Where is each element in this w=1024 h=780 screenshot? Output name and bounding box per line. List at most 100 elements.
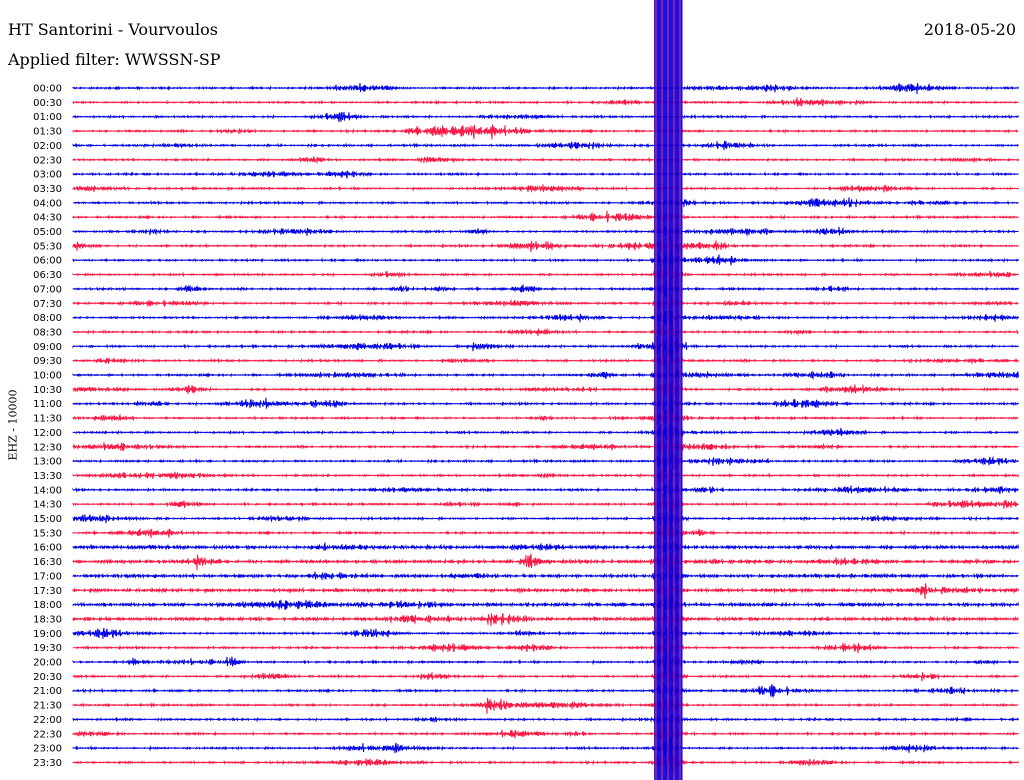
row-label-group: 00:00 00:30 01:00 01:30 02:00 02:30 03:00 03:30… bbox=[33, 84, 62, 769]
trace-row bbox=[72, 97, 1019, 108]
row-label: 17:00 bbox=[33, 571, 62, 582]
row-label: 00:30 bbox=[33, 98, 62, 109]
row-label: 01:00 bbox=[33, 112, 62, 123]
trace-row bbox=[72, 493, 1019, 513]
date-label: 2018-05-20 bbox=[923, 20, 1016, 39]
trace-row bbox=[72, 409, 1019, 429]
row-label: 13:00 bbox=[33, 457, 62, 468]
trace-row bbox=[72, 591, 1019, 621]
trace-row bbox=[72, 434, 1019, 457]
row-label: 14:30 bbox=[33, 500, 62, 511]
trace-row bbox=[72, 506, 1019, 534]
row-label: 08:00 bbox=[33, 313, 62, 324]
trace-row bbox=[72, 210, 1019, 223]
trace-row bbox=[72, 323, 1019, 342]
row-label: 09:30 bbox=[33, 356, 62, 367]
row-label: 03:00 bbox=[33, 170, 62, 181]
row-label: 23:30 bbox=[33, 758, 62, 769]
row-label: 12:00 bbox=[33, 428, 62, 439]
trace-row bbox=[72, 111, 1019, 123]
row-label: 02:00 bbox=[33, 141, 62, 152]
row-label: 13:30 bbox=[33, 471, 62, 482]
trace-row bbox=[72, 735, 1019, 764]
row-label: 15:30 bbox=[33, 528, 62, 539]
trace-row bbox=[72, 681, 1019, 703]
row-label: 02:30 bbox=[33, 155, 62, 166]
trace-row bbox=[72, 708, 1019, 732]
row-label: 20:30 bbox=[33, 672, 62, 683]
trace-row bbox=[72, 559, 1019, 590]
row-label: 10:30 bbox=[33, 385, 62, 396]
row-label: 16:30 bbox=[33, 557, 62, 568]
trace-row bbox=[72, 378, 1019, 399]
row-label: 07:30 bbox=[33, 299, 62, 310]
trace-row bbox=[72, 651, 1019, 675]
trace-row bbox=[73, 197, 1019, 208]
trace-row bbox=[72, 247, 1019, 272]
trace-row bbox=[72, 449, 1019, 473]
trace-row bbox=[72, 332, 1019, 364]
filter-label: Applied filter: WWSSN-SP bbox=[8, 50, 221, 69]
trace-row bbox=[72, 621, 1019, 643]
row-label: 05:30 bbox=[33, 241, 62, 252]
trace-row bbox=[72, 545, 1019, 575]
row-label: 18:00 bbox=[33, 600, 62, 611]
trace-row bbox=[72, 261, 1019, 286]
row-label: 17:30 bbox=[33, 586, 62, 597]
row-label: 19:00 bbox=[33, 629, 62, 640]
row-label: 07:00 bbox=[33, 284, 62, 295]
trace-row bbox=[72, 523, 1019, 546]
row-label: 06:00 bbox=[33, 256, 62, 267]
row-label: 19:30 bbox=[33, 643, 62, 654]
trace-row bbox=[72, 124, 1019, 140]
row-label: 09:00 bbox=[33, 342, 62, 353]
trace-row bbox=[72, 274, 1019, 301]
trace-row bbox=[72, 393, 1019, 417]
station-title: HT Santorini - Vourvoulos bbox=[8, 20, 218, 39]
row-label: 05:00 bbox=[33, 227, 62, 238]
row-label: 04:30 bbox=[33, 213, 62, 224]
row-label: 04:00 bbox=[33, 198, 62, 209]
trace-row bbox=[72, 478, 1019, 499]
trace-row bbox=[72, 294, 1019, 315]
trace-row bbox=[72, 578, 1019, 604]
trace-row bbox=[72, 236, 1019, 255]
row-label: 16:00 bbox=[33, 543, 62, 554]
trace-row bbox=[72, 359, 1019, 388]
row-label: 22:00 bbox=[33, 715, 62, 726]
row-label: 15:00 bbox=[33, 514, 62, 525]
trace-group bbox=[72, 0, 1019, 780]
row-label: 22:30 bbox=[33, 729, 62, 740]
trace-row bbox=[72, 140, 1019, 151]
row-label: 08:30 bbox=[33, 327, 62, 338]
trace-row bbox=[72, 721, 1019, 745]
row-label: 11:00 bbox=[33, 399, 62, 410]
trace-row bbox=[72, 636, 1019, 657]
trace-row bbox=[72, 540, 1019, 556]
trace-row bbox=[72, 352, 1019, 371]
row-label: 10:00 bbox=[33, 371, 62, 382]
row-label: 18:30 bbox=[33, 614, 62, 625]
trace-row bbox=[72, 224, 1019, 241]
trace-row bbox=[72, 754, 1019, 772]
trace-row bbox=[72, 82, 1019, 95]
row-label: 06:30 bbox=[33, 270, 62, 281]
trace-row bbox=[72, 184, 1019, 193]
trace-row bbox=[72, 419, 1019, 444]
row-label: 01:30 bbox=[33, 127, 62, 138]
trace-row bbox=[72, 156, 1019, 164]
trace-row bbox=[72, 303, 1019, 329]
row-label: 14:00 bbox=[33, 485, 62, 496]
row-label: 21:30 bbox=[33, 701, 62, 712]
trace-row bbox=[72, 170, 1019, 179]
trace-row bbox=[72, 693, 1019, 715]
row-label: 12:30 bbox=[33, 442, 62, 453]
row-label: 21:00 bbox=[33, 686, 62, 697]
row-label: 23:00 bbox=[33, 744, 62, 755]
row-label: 00:00 bbox=[33, 84, 62, 95]
trace-row bbox=[72, 606, 1019, 629]
trace-row bbox=[72, 661, 1019, 688]
row-label: 03:30 bbox=[33, 184, 62, 195]
row-label: 11:30 bbox=[33, 414, 62, 425]
